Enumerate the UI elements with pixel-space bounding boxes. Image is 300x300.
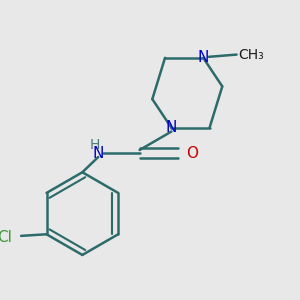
Text: CH₃: CH₃ — [238, 48, 264, 62]
Text: O: O — [186, 146, 198, 161]
Text: N: N — [93, 146, 104, 161]
Text: Cl: Cl — [0, 230, 12, 245]
Text: H: H — [90, 138, 100, 152]
Text: N: N — [197, 50, 209, 65]
Text: N: N — [166, 120, 177, 135]
